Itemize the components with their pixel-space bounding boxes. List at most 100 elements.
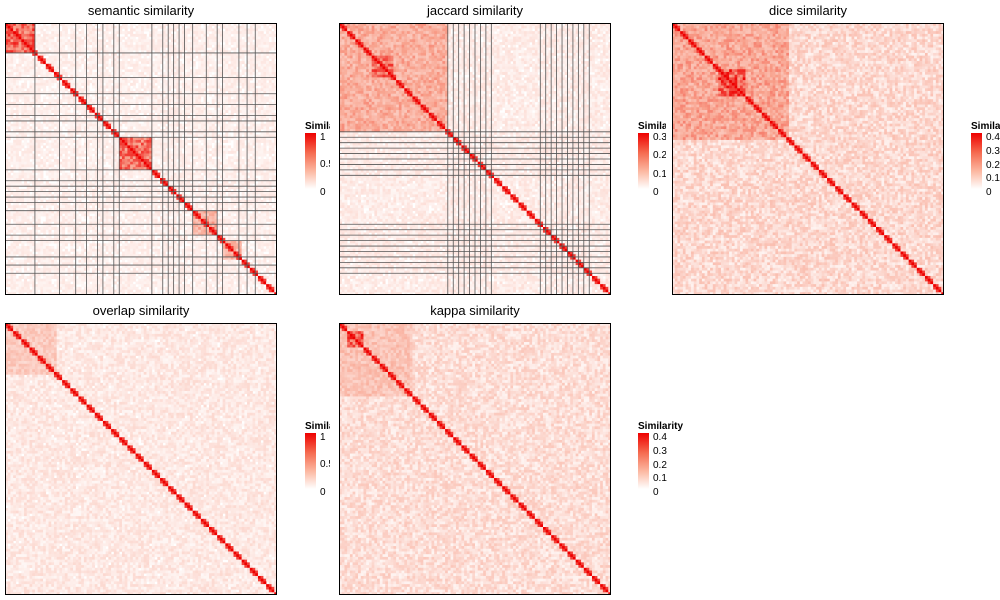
heatmap-cell [121,142,125,146]
heatmap-cell [121,137,125,141]
heatmap-cell [173,148,177,152]
heatmap-cell [238,33,242,37]
heatmap-cell [73,115,77,119]
heatmap-cell [141,63,145,67]
heatmap-cell [176,58,180,62]
heatmap-cell [162,39,166,43]
heatmap-cell [263,99,267,103]
heatmap-cell [32,28,36,32]
heatmap-cell [176,104,180,108]
heatmap-cell [13,36,17,40]
heatmap-cell [206,120,210,124]
heatmap-cell [62,123,66,127]
heatmap-cell [146,96,150,100]
heatmap-cell [206,50,210,54]
heatmap-cell [214,28,218,32]
heatmap-cell [111,91,115,95]
heatmap-cell [168,47,172,51]
heatmap-cell [51,167,55,171]
heatmap-cell [209,112,213,116]
heatmap-cell [124,120,128,124]
heatmap-cell [5,69,9,73]
heatmap-cell [143,93,147,97]
heatmap-cell [184,58,188,62]
heatmap-cell [249,175,253,179]
heatmap-cell [200,139,204,143]
heatmap-cell [92,39,96,43]
heatmap-cell [236,148,240,152]
heatmap-cell [173,23,177,27]
heatmap-cell [34,61,38,65]
heatmap-cell [138,58,142,62]
heatmap-cell [59,164,63,168]
heatmap-cell [249,66,253,70]
heatmap-cell [94,134,98,138]
heatmap-cell [62,156,66,160]
heatmap-cell [24,47,28,51]
heatmap-cell [43,161,47,165]
heatmap-cell [119,112,123,116]
heatmap-cell [274,156,277,160]
heatmap-cell [252,44,256,48]
heatmap-cell [230,88,234,92]
heatmap-cell [21,52,25,56]
heatmap-cell [15,148,19,152]
heatmap-cell [56,74,60,78]
heatmap-cell [260,85,264,89]
heatmap-cell [32,63,36,67]
heatmap-cell [219,150,223,154]
heatmap-cell [225,74,229,78]
heatmap-cell [51,126,55,130]
heatmap-cell [168,85,172,89]
heatmap-cell [89,69,93,73]
heatmap-cell [53,159,57,163]
heatmap-cell [7,115,11,119]
heatmap-cell [149,169,153,173]
heatmap-cell [24,104,28,108]
heatmap-cell [97,101,101,105]
heatmap-cell [168,156,172,160]
heatmap-cell [149,159,153,163]
heatmap-cell [228,137,232,141]
heatmap-cell [78,142,82,146]
heatmap-cell [29,66,33,70]
heatmap-cell [53,156,57,160]
heatmap-cell [249,126,253,130]
heatmap-cell [181,167,185,171]
heatmap-cell [127,55,131,59]
heatmap-cell [189,85,193,89]
heatmap-cell [5,148,9,152]
heatmap-cell [206,142,210,146]
heatmap-cell [51,172,55,176]
heatmap-cell [45,58,49,62]
heatmap-cell [100,66,104,70]
heatmap-cell [116,74,120,78]
heatmap-cell [244,44,248,48]
heatmap-cell [274,126,277,130]
heatmap-cell [132,172,136,176]
heatmap-cell [179,71,183,75]
heatmap-cell [192,28,196,32]
heatmap-cell [241,110,245,114]
heatmap-cell [154,96,158,100]
heatmap-cell [62,118,66,122]
heatmap-cell [168,104,172,108]
heatmap-cell [89,31,93,35]
heatmap-cell [141,172,145,176]
heatmap-cell [26,101,30,105]
heatmap-cell [40,150,44,154]
heatmap-cell [62,115,66,119]
heatmap-cell [168,88,172,92]
heatmap-cell [211,31,215,35]
heatmap-cell [157,77,161,81]
heatmap-cell [187,74,191,78]
heatmap-cell [13,139,17,143]
heatmap-cell [32,39,36,43]
heatmap-cell [160,42,164,46]
heatmap-cell [228,36,232,40]
heatmap-cell [195,74,199,78]
heatmap-cell [37,115,41,119]
heatmap-cell [73,153,77,157]
heatmap-cell [75,91,79,95]
heatmap-cell [228,101,232,105]
